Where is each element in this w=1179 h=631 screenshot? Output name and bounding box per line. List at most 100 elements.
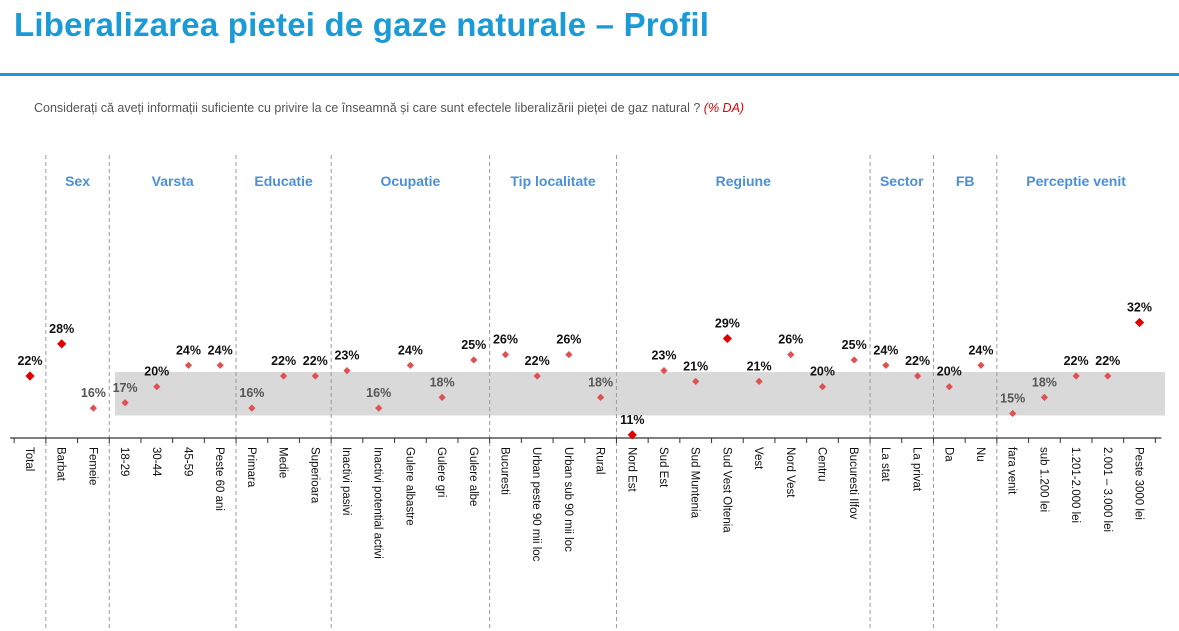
data-point [1040, 393, 1048, 401]
value-label: 24% [208, 343, 233, 357]
survey-question: Considerați că aveți informații suficien… [34, 101, 744, 115]
data-point [184, 361, 193, 369]
data-point [501, 351, 510, 359]
value-label: 22% [303, 354, 328, 368]
data-point [1134, 317, 1145, 328]
category-label: Vest [752, 447, 764, 470]
title-divider [0, 73, 1179, 76]
value-label: 24% [398, 343, 423, 357]
category-label: Superioara [308, 447, 320, 504]
data-point [57, 339, 67, 349]
value-label: 22% [1095, 354, 1120, 368]
value-label: 28% [49, 322, 74, 336]
data-point [216, 361, 224, 369]
category-label: Nord Vest [784, 447, 796, 498]
value-label: 23% [651, 349, 676, 363]
data-point-layer [25, 317, 1145, 440]
category-label: Peste 60 ani [213, 447, 225, 511]
x-axis [10, 437, 1162, 443]
data-point [470, 356, 478, 364]
value-label: 24% [873, 343, 898, 357]
data-point [787, 351, 795, 359]
value-label: 11% [620, 413, 644, 427]
value-label: 26% [493, 333, 518, 347]
category-label: Gulere albe [467, 447, 479, 506]
data-point [311, 372, 319, 380]
category-label: Peste 3000 lei [1133, 447, 1145, 520]
group-label: Regiune [716, 173, 771, 189]
category-label: 45-59 [182, 447, 194, 476]
category-label: Rural [594, 447, 606, 474]
group-label: FB [956, 173, 975, 189]
value-label: 18% [1032, 375, 1057, 389]
category-label: Medie [277, 447, 289, 478]
data-point [1104, 372, 1112, 380]
category-label-layer: Total Barbat Femeie 18-29 30-44 45-59 Peste 60… [23, 447, 1145, 562]
category-label: Sud Est [657, 447, 669, 488]
value-label: 25% [461, 338, 486, 352]
category-label: fara venit [1006, 447, 1018, 495]
group-label: Perceptie venit [1026, 173, 1126, 189]
value-label: 21% [747, 359, 772, 373]
value-label: 20% [144, 365, 169, 379]
reference-band [115, 372, 1165, 416]
category-label: Bucuresti [499, 447, 511, 495]
value-label: 17% [113, 381, 138, 395]
category-label: 18-29 [118, 447, 130, 476]
category-label: Sud Muntenia [689, 447, 701, 519]
value-label: 16% [81, 386, 106, 400]
value-label: 24% [968, 343, 993, 357]
category-label: Femeie [86, 447, 98, 485]
data-point [660, 367, 668, 375]
data-point [818, 383, 827, 391]
data-point [280, 372, 288, 380]
data-point [882, 361, 890, 369]
group-label: Tip localitate [510, 173, 596, 189]
value-label: 16% [239, 386, 264, 400]
data-point [533, 372, 541, 380]
category-label: Centru [816, 447, 828, 482]
value-label: 20% [937, 365, 962, 379]
reference-band-layer [115, 372, 1165, 416]
category-label: Inactivi potential activi [372, 447, 384, 559]
category-label: Bucuresti Ilfov [847, 447, 859, 519]
group-label: Educatie [254, 173, 313, 189]
data-point [25, 371, 35, 381]
question-answer: (% DA) [703, 101, 745, 115]
value-label: 26% [556, 333, 581, 347]
value-label: 22% [1064, 354, 1089, 368]
data-point [438, 393, 446, 401]
data-point [692, 377, 700, 385]
value-label: 23% [334, 349, 359, 363]
data-point [1009, 409, 1017, 418]
value-label: 22% [905, 354, 930, 368]
value-label: 32% [1127, 301, 1152, 315]
value-label: 25% [842, 338, 867, 352]
category-label: 1.201-2.000 lei [1069, 447, 1081, 523]
value-label: 21% [683, 359, 708, 373]
category-label: 2.001 – 3.000 lei [1101, 447, 1113, 532]
category-label: Barbat [55, 447, 67, 482]
data-point [343, 367, 351, 375]
value-label: 22% [271, 354, 296, 368]
data-point [153, 383, 161, 391]
data-point [406, 361, 414, 369]
category-label: Primara [245, 447, 257, 488]
data-point [565, 351, 573, 359]
value-label: 16% [366, 386, 391, 400]
data-point [597, 393, 605, 401]
category-label: Nu [974, 447, 986, 462]
group-divider-layer [45, 155, 998, 631]
category-label: La privat [911, 447, 923, 492]
data-point [1072, 372, 1080, 380]
category-label: Sud Vest Oltenia [720, 447, 732, 533]
data-point [121, 399, 129, 407]
category-label: Inactivi pasivi [340, 447, 352, 515]
category-label: La stat [879, 447, 891, 482]
value-label-layer: 22% 28% 16% 17% 20% 24% 24% 16% 22% 22% 23% 16% 24% 1… [17, 301, 1152, 427]
data-point [722, 333, 732, 344]
page-title: Liberalizarea pietei de gaze naturale – … [14, 6, 710, 43]
value-label: 26% [778, 333, 803, 347]
data-point [375, 404, 383, 412]
